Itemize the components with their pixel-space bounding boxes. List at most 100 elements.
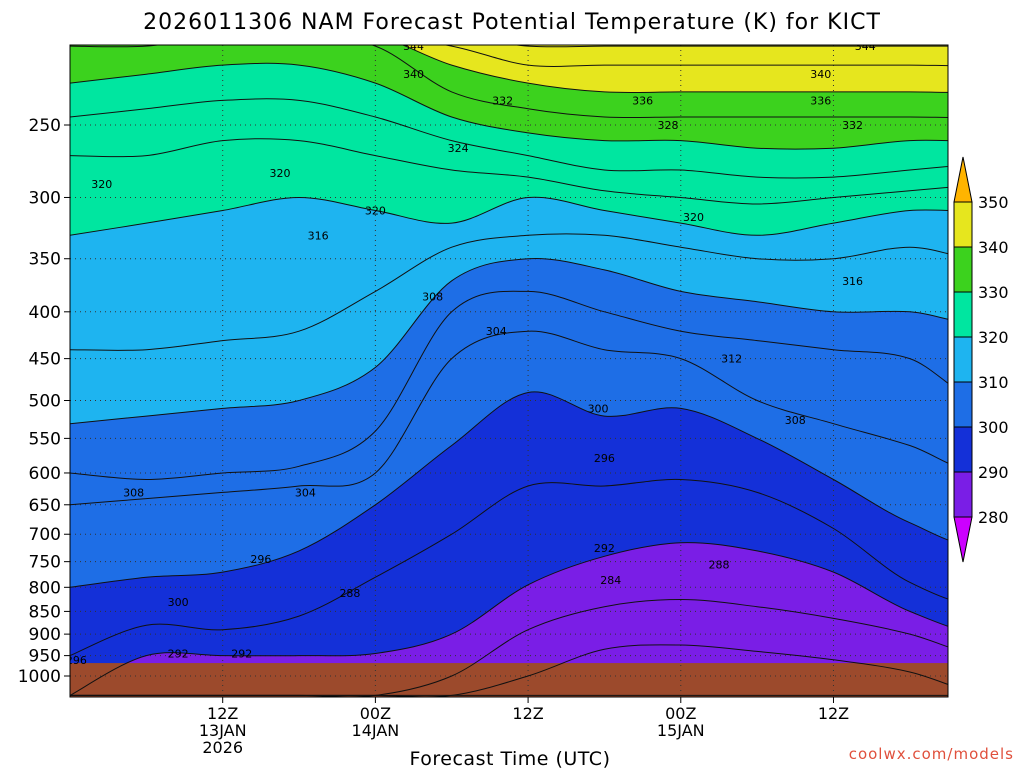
y-tick-label-900: 900 [29,625,61,645]
contour-label-288: 288 [339,587,360,600]
colorbar-arrow-low [953,516,973,563]
colorbar-swatch-340 [953,201,973,248]
colorbar-arrow-high [953,156,973,203]
x-axis-title: Forecast Time (UTC) [410,748,611,768]
contour-label-288: 288 [708,558,729,571]
contour-label-328: 328 [658,119,679,132]
colorbar-label-350: 350 [978,193,1009,212]
contour-label-312: 312 [721,353,742,366]
y-tick-label-1000: 1000 [18,667,61,687]
contour-line-328 [70,98,948,179]
contour-label-292: 292 [594,542,615,555]
contour-label-284: 284 [600,574,621,587]
y-tick-label-550: 550 [29,429,61,449]
contour-line-324 [70,138,948,205]
plot-frame [69,44,949,698]
colorbar-label-330: 330 [978,283,1009,302]
contour-label-308: 308 [123,486,144,499]
colorbar-swatch-330 [953,246,973,293]
y-tick-label-250: 250 [29,116,61,136]
ground-layer [70,663,948,697]
band-fill-344 [445,45,948,67]
contour-line-320 [70,196,948,236]
contour-label-332: 332 [492,94,513,107]
y-tick-label-800: 800 [29,578,61,598]
contour-label-320: 320 [683,211,704,224]
contour-line-336 [70,45,948,119]
contour-label-292: 292 [231,648,252,661]
contour-lines [70,45,948,697]
contour-label-296: 296 [250,553,271,566]
colorbar-label-340: 340 [978,238,1009,257]
chart-title: 2026011306 NAM Forecast Potential Temper… [143,10,881,35]
contour-line-292 [70,542,948,696]
colorbar-swatch-280 [953,471,973,518]
colorbar-swatch-290 [953,426,973,473]
contour-line-304 [70,330,948,506]
contour-label-288: 288 [1014,581,1024,594]
colorbar-label-310: 310 [978,373,1009,392]
contour-label-300: 300 [588,402,609,415]
contour-label-296: 296 [1020,496,1024,509]
contour-line-344 [442,45,948,67]
contour-label-296: 296 [66,654,87,667]
contour-label-308: 308 [785,414,806,427]
contour-line-332 [70,62,948,150]
y-tick-label-950: 950 [29,647,61,667]
grid-layer [70,45,948,697]
contour-label-308: 308 [422,291,443,304]
y-tick-label-700: 700 [29,525,61,545]
contour-labels: 296 292 292 300 296 304 308 288 292 284 288 296 300 3… [66,40,1024,667]
contour-label-336: 336 [632,94,653,107]
y-tick-label-450: 450 [29,350,61,370]
x-tick-label-3-0: 00Z [665,704,696,723]
contour-line-312 [70,257,948,425]
contour-line-348 [511,45,948,48]
x-tick-label-3-1: 15JAN [657,721,705,740]
contour-line-296 [70,478,948,657]
contour-line-340 [401,45,948,94]
colorbar-swatch-300 [953,381,973,428]
credit-link[interactable]: coolwx.com/models [849,745,1014,763]
contour-label-344: 344 [855,40,876,53]
contour-label-316: 316 [842,275,863,288]
contour-line-316 [70,233,948,351]
contour-label-324: 324 [448,142,469,155]
contour-label-300: 300 [988,490,1009,503]
contour-label-300: 300 [168,596,189,609]
ground-fill [70,663,948,697]
contour-line-300 [70,391,948,588]
contour-label-344: 344 [403,40,424,53]
contour-label-316: 316 [308,229,329,242]
x-tick-label-2-0: 12Z [512,704,543,723]
contour-label-304: 304 [295,486,316,499]
contour-line-308 [70,290,948,481]
y-tick-label-750: 750 [29,553,61,573]
plot-area: 296 292 292 300 296 304 308 288 292 284 288 296 300 3… [66,40,1024,697]
y-tick-label-300: 300 [29,188,61,208]
contour-label-340: 340 [810,68,831,81]
contour-label-320: 320 [365,204,386,217]
y-tick-label-850: 850 [29,602,61,622]
contour-label-292: 292 [950,612,971,625]
y-tick-label-650: 650 [29,496,61,516]
x-tick-label-0-1: 13JAN [199,721,247,740]
contour-label-320: 320 [269,167,290,180]
contour-label-332: 332 [842,119,863,132]
contour-label-296: 296 [594,452,615,465]
y-axis: 250 300 350 400 450 500 550 600 650 700 750 800 850 9… [18,116,70,687]
colorbar-label-290: 290 [978,463,1009,482]
x-tick-label-0-0: 12Z [207,704,238,723]
y-tick-label-350: 350 [29,250,61,270]
contour-label-320: 320 [91,178,112,191]
colorbar-label-300: 300 [978,418,1009,437]
x-tick-label-1-0: 00Z [360,704,391,723]
contour-label-304: 304 [486,325,507,338]
y-tick-label-500: 500 [29,392,61,412]
colorbar: 280 290 300 310 320 330 340 350 [953,156,1009,563]
colorbar-swatch-320 [953,291,973,338]
x-tick-label-1-1: 14JAN [352,721,400,740]
colorbar-label-280: 280 [978,508,1009,527]
